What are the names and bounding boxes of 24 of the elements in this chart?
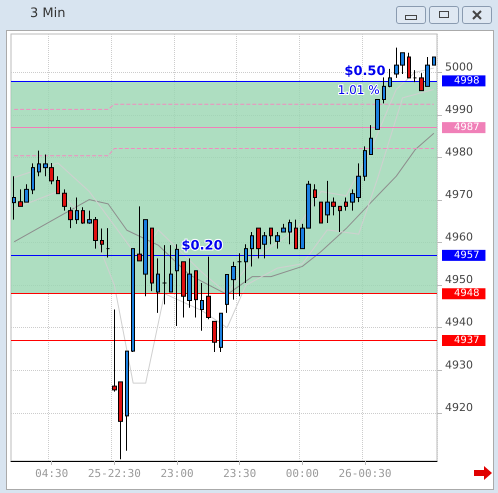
- ref-line-label: 4987: [454, 122, 480, 134]
- y-tick-label: 4940: [445, 316, 473, 329]
- y-tick-label: 4970: [445, 188, 473, 202]
- ref-line-label: 4937: [454, 335, 480, 346]
- y-tick-label: 4930: [445, 358, 473, 372]
- x-tick-label: 00:00: [286, 467, 319, 480]
- x-tick-label: 04:30: [35, 467, 68, 480]
- chart-title: 3 Min: [30, 6, 66, 21]
- ref-line-label: 4957: [454, 250, 480, 261]
- y-tick-label: 4960: [445, 230, 473, 244]
- x-tick-label: 25-22:30: [88, 467, 141, 480]
- y-tick-label: 4950: [445, 273, 473, 286]
- x-tick-label: 26-00:30: [338, 467, 392, 480]
- y-tick-label: 5000: [445, 60, 473, 74]
- x-tick-label: 23:30: [223, 467, 256, 480]
- y-tick-label: 4990: [445, 102, 473, 116]
- ref-line-label: 4998: [454, 75, 480, 86]
- ref-line-label: 4948: [454, 288, 480, 300]
- annotation: $0.20: [182, 238, 223, 254]
- y-tick-label: 4920: [445, 400, 473, 414]
- annotation: 1.01 %: [338, 82, 380, 97]
- y-tick-label: 4980: [445, 145, 473, 158]
- annotation: $0.50: [344, 64, 386, 79]
- x-tick-label: 23:00: [160, 467, 194, 480]
